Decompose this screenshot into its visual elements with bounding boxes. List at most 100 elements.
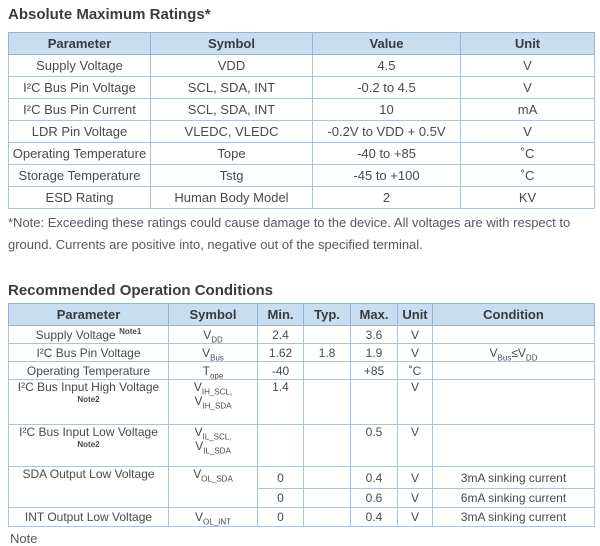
condition-cell (432, 361, 595, 380)
symbol-cell: VLEDC, VLEDC (150, 120, 313, 143)
table-row: Storage Temperature Tstg -45 to +100 ˚C (8, 164, 595, 187)
symbol-cell: VIH_SCL, VIH_SDA (168, 379, 258, 425)
condition-cell (432, 325, 595, 344)
table-row: Supply Voltage Note1 VDD 2.4 3.6 V (8, 325, 595, 344)
param-cell: ESD Rating (8, 186, 151, 209)
condition-cell (432, 424, 595, 467)
min-cell: 0 (257, 507, 304, 527)
symbol-text: V (194, 510, 203, 524)
param-cell: I²C Bus Pin Voltage (8, 76, 151, 99)
symbol-cell: Tope (168, 361, 258, 380)
min-cell: -40 (257, 361, 304, 380)
column-header-typ: Typ. (303, 303, 351, 326)
param-cell: I²C Bus Input High Voltage Note2 (8, 379, 169, 425)
param-text: I²C Bus Input High Voltage (17, 380, 160, 394)
symbol-subscript: OL_INT (203, 517, 232, 527)
typ-cell (303, 361, 351, 380)
symbol-cell: SCL, SDA, INT (150, 98, 313, 121)
column-header-unit: Unit (397, 303, 433, 326)
max-cell: 3.6 (350, 325, 398, 344)
symbol-cell: Tstg (150, 164, 313, 187)
typ-cell (303, 424, 351, 467)
value-cell: 10 (312, 98, 461, 121)
table-row: Operating Temperature Tope -40 +85 ˚C (8, 361, 595, 380)
typ-cell (303, 325, 351, 344)
column-header-condition: Condition (432, 303, 595, 326)
value-cell: -45 to +100 (312, 164, 461, 187)
column-header-parameter: Parameter (8, 303, 169, 326)
unit-cell: V (397, 424, 433, 467)
symbol-cell: VBus (168, 343, 258, 362)
symbol-cell: Tope (150, 142, 313, 165)
symbol-text: V (202, 345, 211, 360)
condition-cell: 3mA sinking current (432, 466, 595, 489)
symbol-subscript: IL_SCL, (202, 432, 232, 442)
param-cell: I²C Bus Pin Current (8, 98, 151, 121)
column-header-unit: Unit (460, 32, 595, 55)
param-cell: I²C Bus Input Low Voltage Note2 (8, 424, 169, 467)
table-row: I²C Bus Input High Voltage Note2 VIH_SCL,… (8, 379, 595, 425)
unit-cell: V (397, 507, 433, 527)
unit-cell: V (460, 54, 595, 77)
min-cell: 0 (257, 466, 304, 489)
table-row: SDA Output Low Voltage VOL_SDA 0 0.4 V 3… (8, 466, 595, 508)
symbol-cell: VDD (150, 54, 313, 77)
condition-cell: 3mA sinking current (432, 507, 595, 527)
table-row: LDR Pin Voltage VLEDC, VLEDC -0.2V to VD… (8, 120, 595, 143)
table-header-row: Parameter Symbol Value Unit (8, 32, 595, 55)
condition-cell (432, 379, 595, 425)
note-ref: Note1 (119, 327, 142, 336)
condition-text: V (489, 345, 498, 360)
symbol-text: V (203, 327, 212, 342)
symbol-text: V (194, 394, 203, 408)
symbol-subscript: OL_SDA (201, 474, 233, 484)
max-cell: 0.6 (350, 488, 398, 508)
symbol-text: V (195, 439, 204, 453)
section-title-absolute-maximum-ratings: Absolute Maximum Ratings* (8, 6, 211, 23)
section-title-recommended-operation-conditions: Recommended Operation Conditions (8, 282, 274, 299)
symbol-subscript: Bus (210, 352, 224, 362)
unit-cell: V (397, 466, 433, 489)
unit-cell: V (460, 76, 595, 99)
symbol-text: V (193, 380, 202, 394)
symbol-cell: VDD (168, 325, 258, 344)
note-ref: Note2 (77, 440, 100, 449)
unit-cell: V (397, 488, 433, 508)
condition-subscript: DD (525, 352, 538, 362)
table-row: I²C Bus Pin Current SCL, SDA, INT 10 mA (8, 98, 595, 121)
symbol-cell: Human Body Model (150, 186, 313, 209)
symbol-line: VIH_SDA (171, 394, 255, 410)
table-row: 0 0.6 V 6mA sinking current (9, 488, 595, 508)
typ-cell (303, 507, 351, 527)
unit-cell: V (397, 343, 433, 362)
clipped-note-text: Note (10, 531, 38, 546)
min-cell (257, 424, 304, 467)
min-cell: 0 (257, 488, 304, 508)
max-cell: 1.9 (350, 343, 398, 362)
symbol-text: V (193, 467, 202, 481)
value-cell: -0.2 to 4.5 (312, 76, 461, 99)
table-row: ESD Rating Human Body Model 2 KV (8, 186, 595, 209)
symbol-cell: VIL_SCL, VIL_SDA (168, 424, 258, 467)
table-row: I²C Bus Pin Voltage VBus 1.62 1.8 1.9 V … (8, 343, 595, 362)
symbol-subscript: DD (211, 334, 223, 344)
param-cell: I²C Bus Pin Voltage (8, 343, 169, 362)
table-header-row: Parameter Symbol Min. Typ. Max. Unit Con… (8, 303, 595, 326)
table-row: I²C Bus Input Low Voltage Note2 VIL_SCL, … (8, 424, 595, 467)
value-cell: 4.5 (312, 54, 461, 77)
value-cell: -40 to +85 (312, 142, 461, 165)
unit-cell: V (397, 379, 433, 425)
param-cell: Operating Temperature (8, 361, 169, 380)
table-row: INT Output Low Voltage VOL_INT 0 0.4 V 3… (8, 507, 595, 527)
param-cell: LDR Pin Voltage (8, 120, 151, 143)
value-cell: -0.2V to VDD + 0.5V (312, 120, 461, 143)
column-header-symbol: Symbol (168, 303, 258, 326)
typ-cell (303, 466, 351, 489)
note-ref: Note2 (77, 395, 100, 404)
symbol-line: VIH_SCL, (171, 380, 255, 396)
amr-footnote: *Note: Exceeding these ratings could cau… (8, 215, 571, 252)
symbol-text: V (194, 425, 203, 439)
max-cell: 0.5 (350, 424, 398, 467)
typ-cell (303, 379, 351, 425)
column-header-max: Max. (350, 303, 398, 326)
